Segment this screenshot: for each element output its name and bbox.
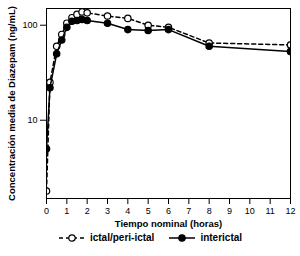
svg-text:3: 3 [105, 206, 110, 216]
svg-text:11: 11 [265, 206, 274, 216]
svg-text:100: 100 [22, 20, 37, 30]
svg-text:2: 2 [85, 206, 90, 216]
svg-text:12: 12 [285, 206, 295, 216]
svg-text:4: 4 [125, 206, 130, 216]
svg-text:7: 7 [186, 206, 191, 216]
html-text:interictal: interictal [200, 232, 243, 243]
svg-text:10: 10 [27, 115, 37, 125]
svg-text:5: 5 [146, 206, 151, 216]
svg-text:0: 0 [44, 206, 49, 216]
svg-text:6: 6 [166, 206, 171, 216]
svg-text:Tiempo nominal (horas): Tiempo nominal (horas) [115, 218, 223, 229]
svg-text:1: 1 [64, 206, 69, 216]
svg-text:9: 9 [227, 206, 232, 216]
svg-text:10: 10 [245, 206, 255, 216]
html-text:ictal/peri-ictal: ictal/peri-ictal [89, 232, 155, 243]
svg-text:8: 8 [207, 206, 212, 216]
svg-text:Concentración media de Diazepa: Concentración media de Diazepam (ng/mL) [6, 6, 17, 201]
